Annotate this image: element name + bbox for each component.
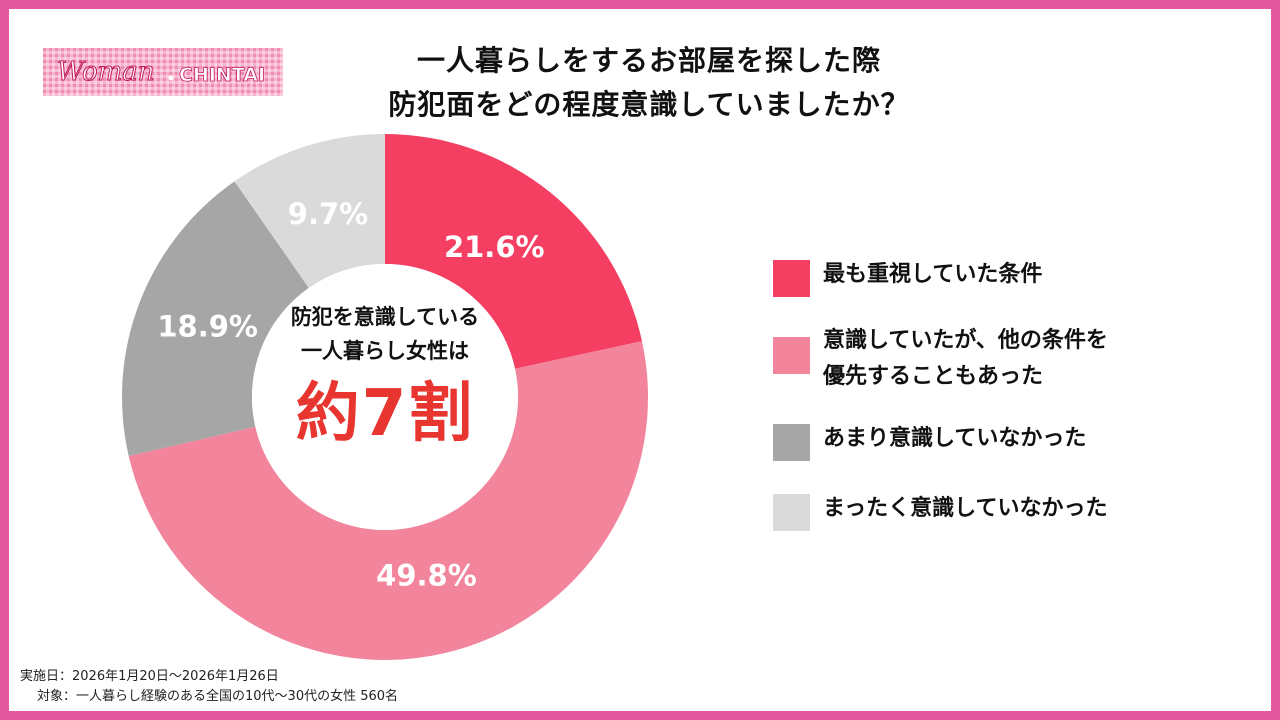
donut-hole	[252, 264, 518, 530]
legend-label-4-1: まったく意識していなかった	[823, 496, 1108, 521]
logo-chintai-text: CHINTAI	[179, 64, 265, 86]
donut-slice-2	[128, 341, 649, 661]
slice-label-2: 49.8%	[376, 558, 477, 592]
center-line-2: 一人暮らし女性は	[301, 339, 469, 363]
center-line-1: 防犯を意識している	[290, 305, 480, 329]
center-highlight: 約7割	[295, 377, 475, 451]
slice-label-3: 18.9%	[157, 310, 258, 344]
legend-label-1-1: 最も重視していた条件	[823, 262, 1043, 287]
donut-slice-4	[234, 134, 385, 288]
survey-footnote: 実施日：2026年1月20日～2026年1月26日 対象：一人暮らし経験のある全…	[20, 667, 398, 707]
legend-label-2-1: 意識していたが、他の条件を	[823, 328, 1108, 353]
woman-chintai-logo: Woman CHINTAI	[43, 48, 283, 96]
chart-title: 一人暮らしをするお部屋を探した際 防犯面をどの程度意識していましたか？	[209, 39, 1089, 127]
donut-slice-3	[122, 181, 309, 456]
slice-label-4: 9.7%	[288, 197, 368, 231]
legend-label-2-2: 優先することもあった	[823, 364, 1044, 389]
title-line-1: 一人暮らしをするお部屋を探した際	[416, 44, 881, 77]
legend-swatch-3	[773, 424, 810, 461]
logo-woman-text: Woman	[57, 57, 155, 87]
survey-target: 対象：一人暮らし経験のある全国の10代～30代の女性 560名	[37, 689, 399, 704]
donut-center-callout: 防犯を意識している 一人暮らし女性は 約7割	[250, 300, 520, 454]
legend-swatch-2	[773, 337, 810, 374]
legend-swatch-4	[773, 494, 810, 531]
legend-label-3-1: あまり意識していなかった	[823, 426, 1087, 451]
survey-date: 実施日：2026年1月20日～2026年1月26日	[20, 669, 279, 684]
donut-slice-1	[385, 134, 643, 369]
slice-label-1: 21.6%	[444, 230, 545, 264]
legend-swatch-1	[773, 260, 810, 297]
title-line-2: 防犯面をどの程度意識していましたか？	[388, 88, 910, 121]
